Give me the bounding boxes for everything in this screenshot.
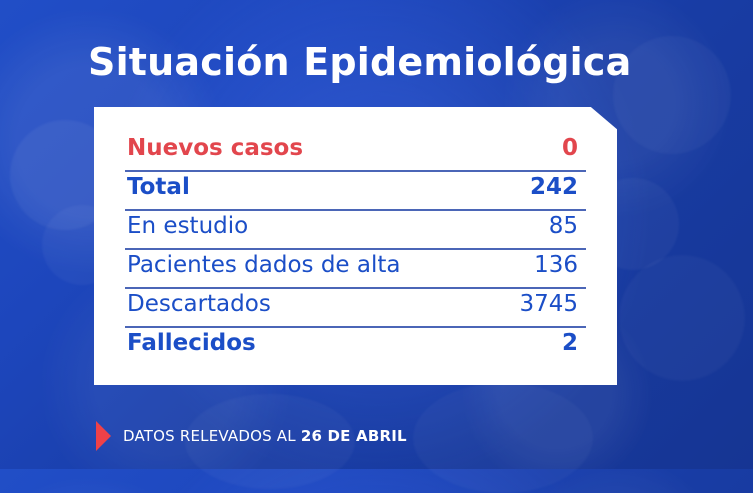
stat-row-nuevos-casos: Nuevos casos 0 [125,133,586,172]
footer-date: 26 DE ABRIL [300,427,407,445]
stat-label: Pacientes dados de alta [127,252,401,278]
stat-row-total: Total 242 [125,172,586,211]
page-title: Situación Epidemiológica [88,40,632,84]
stat-label: Total [127,174,190,200]
stat-value: 2 [561,330,578,356]
stat-value: 242 [529,174,578,200]
stat-label: Descartados [127,291,271,317]
stat-value: 3745 [519,291,578,317]
stat-row-fallecidos: Fallecidos 2 [125,328,586,367]
stat-label: Nuevos casos [127,135,304,161]
footer-note: DATOS RELEVADOS AL 26 DE ABRIL [96,421,407,451]
footer-text: DATOS RELEVADOS AL 26 DE ABRIL [123,427,407,445]
stat-row-en-estudio: En estudio 85 [125,211,586,250]
background-blob [413,383,593,493]
triangle-right-icon [96,421,111,451]
stat-row-pacientes-dados-de-alta: Pacientes dados de alta 136 [125,250,586,289]
stat-row-descartados: Descartados 3745 [125,289,586,328]
stat-value: 85 [548,213,578,239]
stat-value: 0 [561,135,578,161]
stats-list: Nuevos casos 0 Total 242 En estudio 85 P… [125,133,586,367]
footer-prefix: DATOS RELEVADOS AL [123,427,296,445]
stat-label: Fallecidos [127,330,256,356]
stat-value: 136 [534,252,578,278]
background-blob [619,255,745,381]
stats-card: Nuevos casos 0 Total 242 En estudio 85 P… [94,107,617,385]
stat-label: En estudio [127,213,249,239]
